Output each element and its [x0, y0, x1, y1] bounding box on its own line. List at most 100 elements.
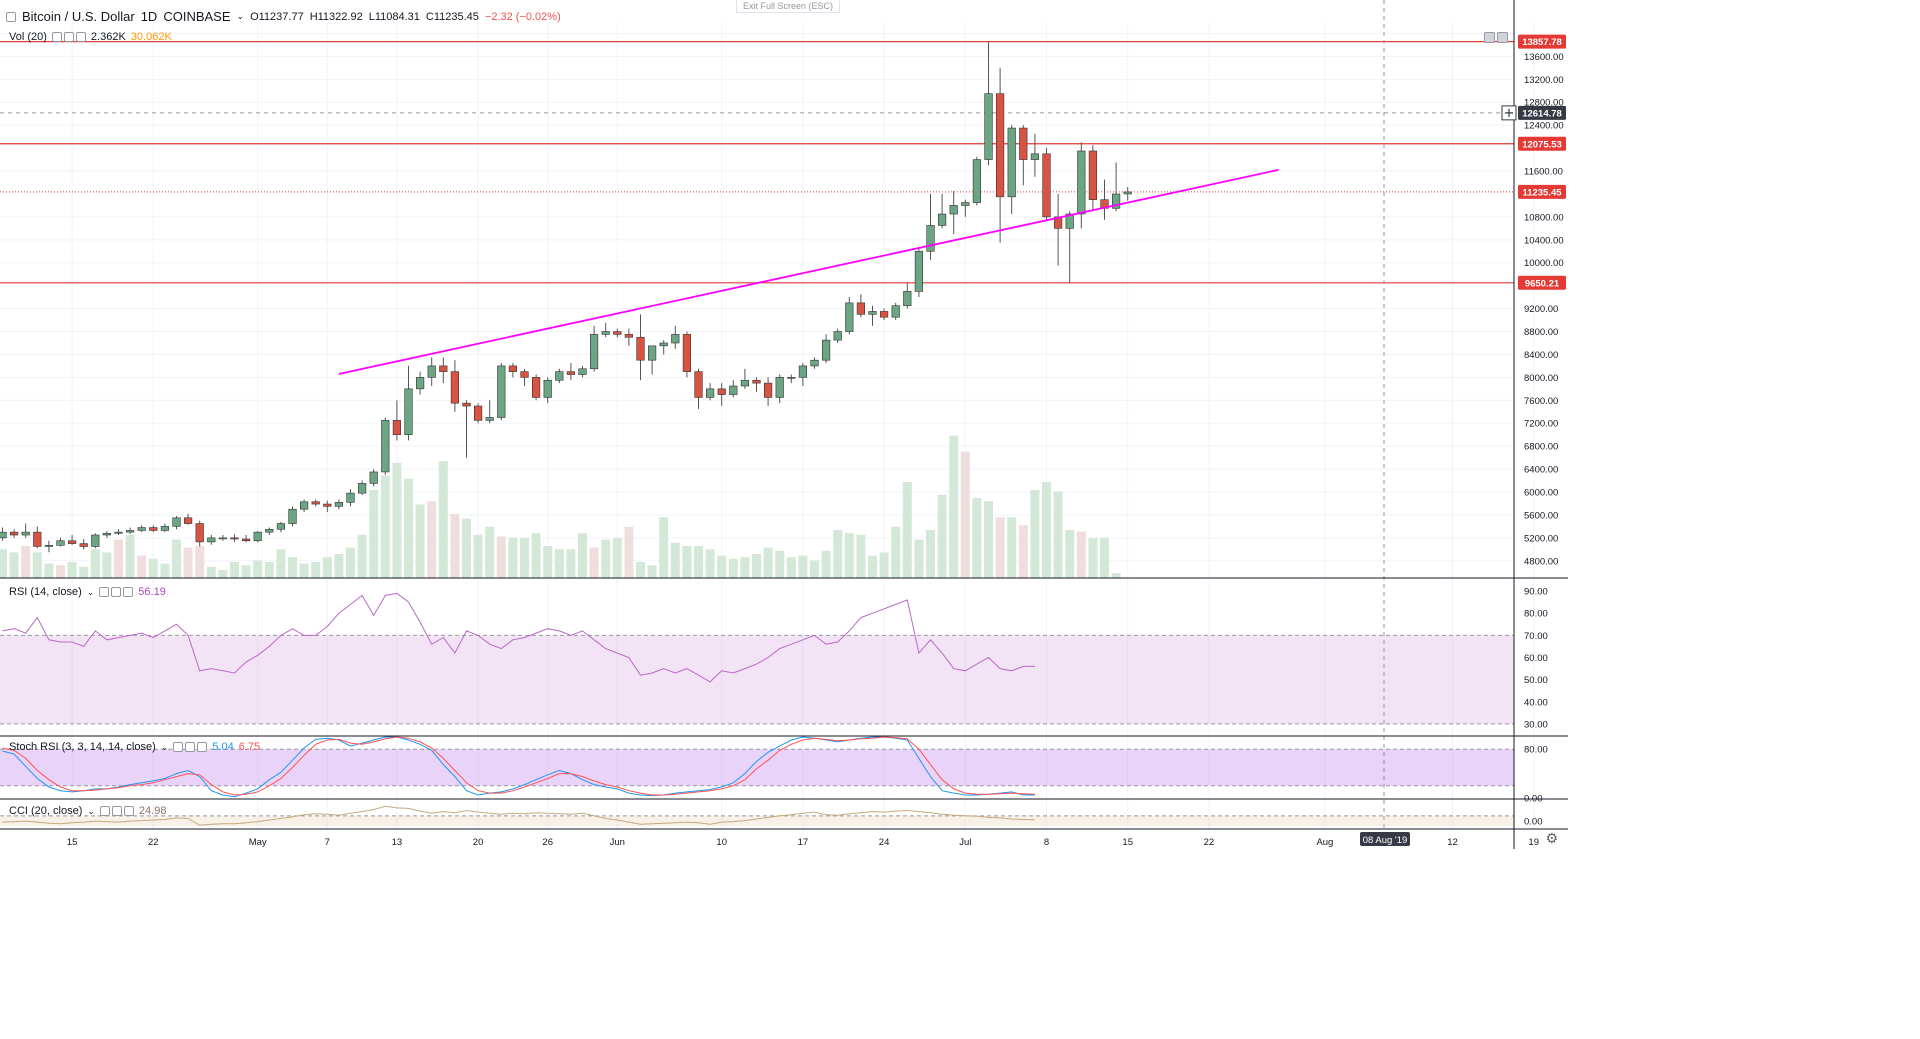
- price-tick-label: 10400.00: [1524, 235, 1564, 246]
- candle-up: [1030, 133, 1039, 177]
- candle-body: [392, 420, 402, 436]
- dropdown-chevron-icon[interactable]: ⌄: [236, 11, 245, 21]
- chart-background: [0, 0, 1568, 849]
- maximize-pane-icon[interactable]: [1497, 32, 1508, 43]
- candle-up: [740, 368, 749, 389]
- volume-bar: [299, 563, 309, 578]
- candle-up: [578, 365, 587, 378]
- candle-body: [1077, 150, 1086, 215]
- cursor-date-text: 08 Aug '19: [1363, 835, 1408, 846]
- close-icon[interactable]: [197, 742, 208, 752]
- trendline-segment[interactable]: [338, 169, 1279, 375]
- close-icon[interactable]: [75, 32, 86, 42]
- minimize-pane-icon[interactable]: [1484, 32, 1495, 43]
- volume-bar: [554, 549, 564, 578]
- candle-body: [1112, 193, 1121, 209]
- settings-icon[interactable]: [63, 32, 74, 42]
- candle-down: [68, 535, 77, 545]
- volume-bar: [1076, 531, 1086, 578]
- candle-up: [601, 322, 610, 338]
- candle-up: [44, 540, 53, 553]
- candle-down: [462, 400, 471, 458]
- plus-icon-glyph[interactable]: [1505, 108, 1513, 117]
- volume-legend-label[interactable]: Vol (20): [9, 31, 47, 43]
- volume-bar: [1030, 490, 1040, 578]
- close-icon[interactable]: [123, 806, 134, 816]
- volume-bar: [531, 533, 541, 578]
- eye-icon[interactable]: [51, 32, 62, 42]
- candle-body: [1042, 153, 1051, 218]
- candle-body: [1019, 127, 1028, 160]
- gear-icon[interactable]: ⚙: [1545, 830, 1558, 846]
- price-tag-text: 11235.45: [1522, 187, 1562, 198]
- price-tick-label: 5200.00: [1524, 533, 1558, 544]
- price-tag: 13857.78: [1518, 34, 1566, 49]
- price-tag: 12614.78: [1518, 105, 1566, 120]
- stoch-rsi-legend: Stoch RSI (3, 3, 14, 14, close) ⌄ 5.04 6…: [9, 741, 260, 753]
- settings-icon[interactable]: [185, 742, 196, 752]
- candle-up: [276, 521, 286, 533]
- plus-icon[interactable]: [1501, 105, 1517, 121]
- chevron-down-icon[interactable]: ⌄: [160, 741, 169, 752]
- stoch-rsi-legend-label[interactable]: Stoch RSI (3, 3, 14, 14, close): [9, 741, 156, 753]
- eye-icon[interactable]: [173, 742, 184, 752]
- candle-body: [949, 205, 958, 215]
- stoch-band: [0, 749, 1514, 786]
- candle-body: [1088, 150, 1097, 200]
- trendline[interactable]: [338, 169, 1279, 375]
- volume-bar: [972, 498, 982, 578]
- time-tick-label: 10: [716, 837, 727, 848]
- volume-bar: [1100, 538, 1109, 578]
- volume-bar: [891, 526, 901, 578]
- settings-icon[interactable]: [111, 806, 122, 816]
- candle-down: [752, 377, 761, 392]
- volume-bar: [1053, 491, 1063, 578]
- candle-body: [369, 471, 378, 484]
- rsi-legend-label[interactable]: RSI (14, close): [9, 586, 82, 598]
- candle-down: [230, 534, 239, 542]
- chevron-down-icon[interactable]: ⌄: [86, 586, 95, 597]
- chart-canvas[interactable]: 4800.00 5200.00 5600.00 6000.00 6400.00 6800.…: [0, 0, 1568, 849]
- volume-bar: [322, 557, 332, 578]
- candle-body: [566, 371, 575, 375]
- candle-body: [787, 377, 796, 379]
- candle-body: [68, 540, 77, 544]
- candle-up: [647, 345, 657, 375]
- eye-icon[interactable]: [99, 587, 110, 597]
- volume-bar: [868, 555, 877, 578]
- candle-down: [520, 368, 529, 386]
- candle-body: [276, 523, 286, 530]
- interval-label[interactable]: 1D: [140, 9, 158, 24]
- price-tick-label: 6000.00: [1524, 488, 1558, 499]
- candle-down: [717, 383, 726, 407]
- close-icon[interactable]: [123, 587, 134, 597]
- candle-up: [787, 374, 796, 384]
- volume-bar: [334, 554, 344, 578]
- eye-icon[interactable]: [99, 806, 110, 816]
- exit-fullscreen-button[interactable]: Exit Full Screen (ESC): [736, 0, 841, 13]
- candle-down: [184, 513, 193, 525]
- price-tag-bg: [1518, 275, 1566, 290]
- candle-up: [114, 529, 123, 536]
- settings-icon[interactable]: [111, 587, 122, 597]
- volume-bar: [311, 562, 321, 578]
- symbol-title[interactable]: Bitcoin / U.S. Dollar: [22, 9, 135, 24]
- candle-body: [299, 501, 309, 510]
- candle-up: [369, 469, 378, 487]
- chevron-down-icon[interactable]: ⌄: [87, 805, 95, 816]
- volume-bar: [914, 539, 924, 578]
- candle-up: [1065, 211, 1074, 283]
- candle-up: [845, 297, 854, 335]
- candle-up: [56, 537, 65, 547]
- candle-body: [381, 420, 390, 473]
- collapse-icon[interactable]: [6, 11, 16, 22]
- candle-body: [44, 545, 53, 547]
- candle-body: [775, 377, 784, 398]
- indicator-panes: [0, 592, 1514, 827]
- volume-bar: [288, 557, 297, 578]
- candle-body: [729, 385, 738, 395]
- cci-legend-label[interactable]: CCI (20, close): [9, 805, 83, 817]
- candle-body: [346, 492, 355, 503]
- candle-body: [242, 538, 251, 542]
- volume-bar: [241, 565, 251, 578]
